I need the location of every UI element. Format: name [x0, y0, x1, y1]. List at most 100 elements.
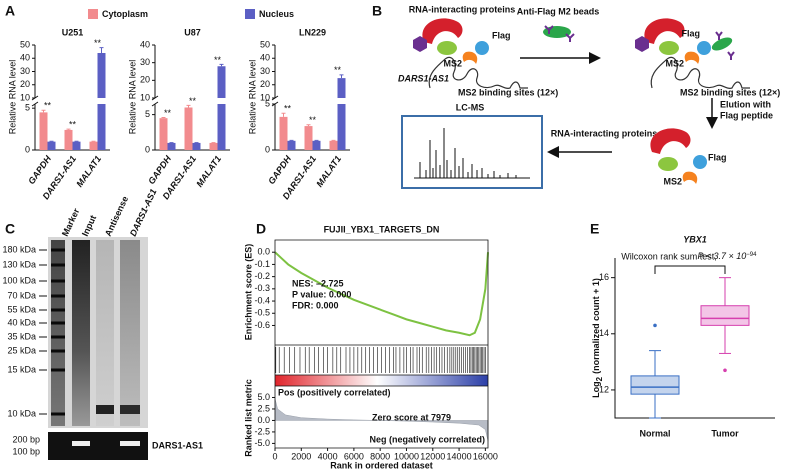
y-tick-label: 5 — [145, 109, 150, 119]
y-tick-label: 10 — [260, 92, 270, 102]
product-label: DARS1-AS1 — [152, 440, 203, 450]
y-tick-label: -0.2 — [254, 271, 270, 281]
diagram-label: MS2 binding sites (12×) — [680, 87, 780, 97]
bar — [304, 126, 313, 150]
x-tick-label: MALAT1 — [74, 154, 103, 189]
y-tick-label: 20 — [260, 79, 270, 89]
ladder-band — [51, 368, 65, 372]
marker-label: 40 kDa — [7, 317, 36, 327]
axis — [614, 258, 775, 419]
ladder-band — [51, 308, 65, 312]
complex-right — [635, 18, 750, 89]
marker-label: 35 kDa — [7, 331, 36, 341]
significance: ** — [309, 115, 317, 125]
significance: ** — [334, 65, 342, 75]
y-axis-label: Relative RNA level — [7, 60, 17, 135]
bar — [97, 52, 106, 151]
size-label: 100 bp — [12, 446, 40, 456]
bar — [72, 141, 81, 150]
y-tick-label: -0.5 — [254, 308, 270, 318]
y-axis-label-sub: 2 — [595, 376, 604, 381]
zero-label: Zero score at 7979 — [372, 412, 451, 422]
y-tick-label: 0 — [265, 144, 270, 154]
y-tick-label: 0 — [25, 144, 30, 154]
chart-title: YBX1 — [683, 234, 707, 244]
marker-label: 55 kDa — [7, 304, 36, 314]
bar — [217, 66, 226, 150]
marker-label: 180 kDa — [2, 244, 36, 254]
legend-swatch — [245, 9, 255, 19]
bar — [64, 129, 73, 150]
marker-label: 100 kDa — [2, 275, 36, 285]
y-tick-label: 10 — [20, 92, 30, 102]
box — [700, 305, 750, 326]
significance: ** — [189, 96, 197, 106]
bar — [167, 142, 176, 150]
frame — [274, 239, 489, 449]
significance: ** — [284, 104, 292, 114]
error-bar — [339, 74, 344, 79]
pos-label: Pos (positively correlated) — [278, 387, 391, 397]
y-axis-label: Log2 (normalized count + 1) — [591, 278, 604, 398]
x-tick-label: Normal — [639, 428, 670, 438]
ranked-metric — [274, 398, 489, 442]
error-bar — [41, 109, 46, 113]
legend-label: Cytoplasm — [102, 9, 148, 19]
x-tick-label: GAPDH — [146, 153, 173, 186]
significance: ** — [214, 55, 222, 65]
y-axis-label: Relative RNA level — [127, 60, 137, 135]
x-tick-label: 6000 — [344, 451, 364, 461]
y-tick-label: 0.0 — [257, 247, 270, 257]
x-tick-label: MALAT1 — [194, 154, 223, 189]
y-tick-label: 5 — [265, 98, 270, 108]
complex-bottom — [650, 128, 707, 184]
y-tick-label: 40 — [260, 53, 270, 63]
y-tick-label: 40 — [20, 53, 30, 63]
error-bar — [306, 124, 311, 127]
size-label: 200 bp — [12, 434, 40, 444]
y-tick-label: 20 — [140, 75, 150, 85]
y-tick-label: -2.5 — [254, 426, 270, 436]
ladder-band — [51, 349, 65, 353]
stat: NES: –2.725 — [292, 278, 344, 288]
bar — [47, 141, 56, 150]
bar — [89, 141, 98, 150]
ladder-band — [51, 294, 65, 298]
significance: ** — [44, 101, 52, 111]
diagram-label: Flag — [708, 152, 727, 162]
bar — [312, 140, 321, 150]
gel: Marker Input Antisense DARS1-AS1 200 bp … — [2, 187, 203, 460]
y-tick-label: 50 — [260, 39, 270, 49]
ladder-band — [51, 335, 65, 339]
x-tick-label: 8000 — [370, 451, 390, 461]
ladder-band — [51, 279, 65, 283]
y-tick-label: 10 — [140, 92, 150, 102]
x-tick-label: 4000 — [318, 451, 338, 461]
chart-title: U251 — [62, 27, 84, 37]
y-tick-label: -0.3 — [254, 283, 270, 293]
bar — [337, 78, 346, 150]
es-curve — [274, 251, 489, 337]
error-bar — [281, 112, 286, 117]
y-tick-label: 2.5 — [257, 403, 270, 413]
y-tick-label: 30 — [140, 57, 150, 67]
bar — [209, 142, 218, 150]
ladder-band — [51, 412, 65, 416]
diagram-label: Elution with — [720, 99, 771, 109]
significance: ** — [94, 38, 102, 48]
beads-icon — [543, 25, 575, 42]
error-bar — [99, 47, 104, 53]
marker-label: 10 kDa — [7, 408, 36, 418]
y-tick-label: 0.0 — [257, 415, 270, 425]
x-tick-label: 0 — [272, 451, 277, 461]
y-tick-label: 5.0 — [257, 392, 270, 402]
lane-label: Antisense — [103, 195, 130, 238]
y-tick-label: -0.4 — [254, 295, 270, 305]
significance: ** — [69, 119, 77, 129]
x-tick-label: GAPDH — [26, 153, 53, 186]
diagram-label: MS2 binding sites (12×) — [458, 87, 558, 97]
spectrum — [414, 128, 530, 179]
x-tick-label: 2000 — [291, 451, 311, 461]
marker-label: 15 kDa — [7, 364, 36, 374]
